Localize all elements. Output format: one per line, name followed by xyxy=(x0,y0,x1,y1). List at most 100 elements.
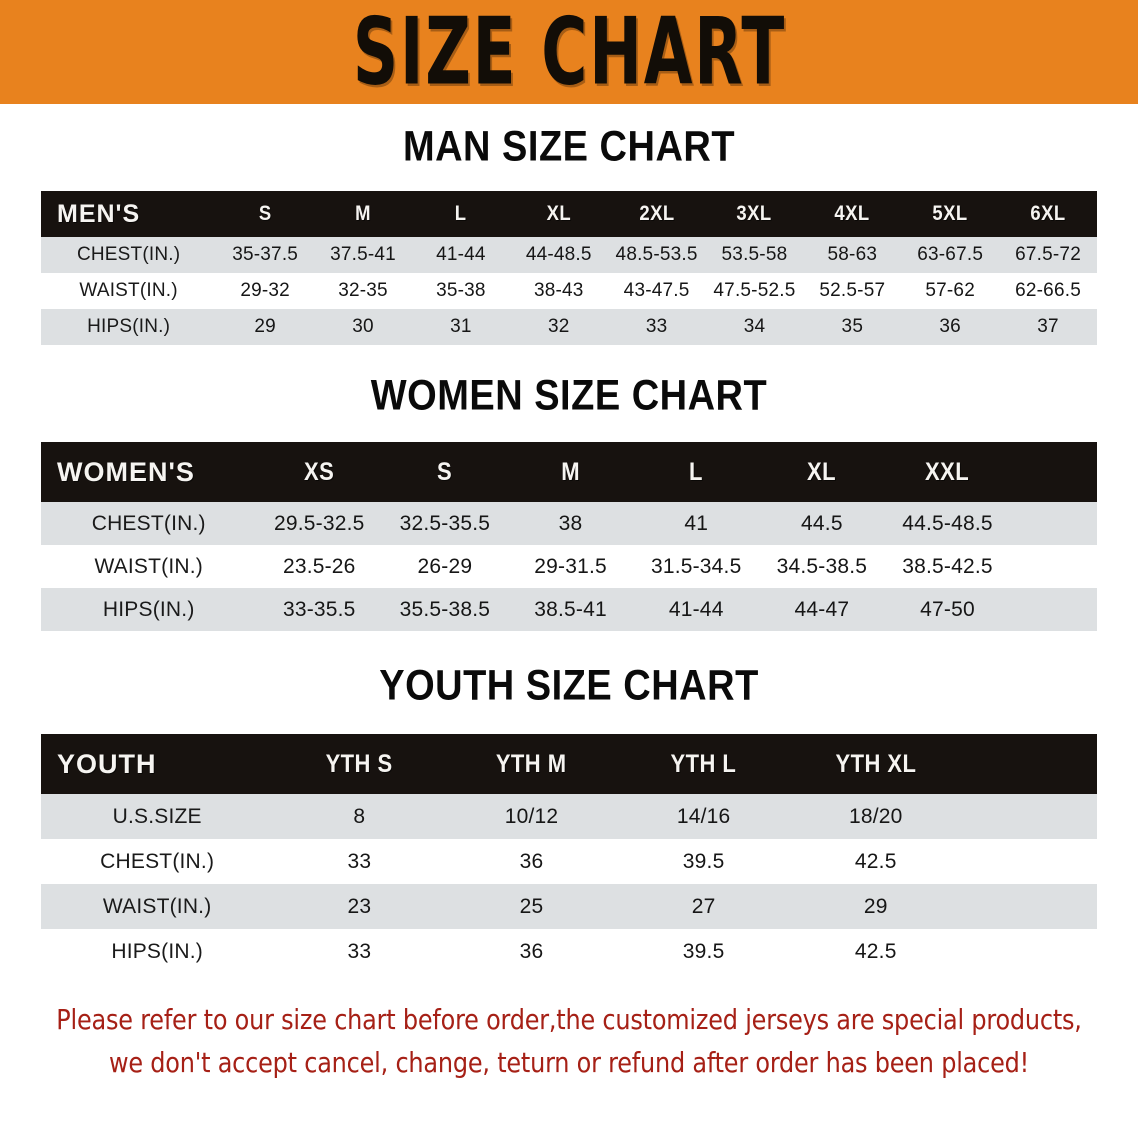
table-cell: 23.5-26 xyxy=(282,554,356,578)
column-header-label: XXL xyxy=(925,457,970,486)
column-header-2xl: 2XL xyxy=(608,191,706,237)
column-header-s: S xyxy=(216,191,314,237)
table-cell: 36 xyxy=(519,849,544,873)
column-header-yth-m: YTH M xyxy=(445,734,617,794)
table-cell: 35-38 xyxy=(436,280,486,301)
row-spacer xyxy=(962,839,1097,884)
men-corner-label: MEN'S xyxy=(57,199,141,228)
table-cell: 42.5 xyxy=(854,849,897,873)
table-cell: 32.5-35.5 xyxy=(399,511,491,535)
row-label-chest-in-: CHEST(IN.) xyxy=(76,244,181,265)
women-size-table: WOMEN'S XS S M L XL XXL CHEST(IN.) 29.5-32.5 32.… xyxy=(41,442,1097,631)
table-row: CHEST(IN.) 35-37.5 37.5-41 41-44 44-48.5 48.5… xyxy=(41,237,1097,273)
column-header-label: YTH XL xyxy=(835,749,917,778)
row-label-waist-in-: WAIST(IN.) xyxy=(102,894,212,918)
row-label-waist-in-: WAIST(IN.) xyxy=(94,554,203,578)
table-cell: 38.5-41 xyxy=(534,597,607,621)
table-row: WAIST(IN.) 23 25 27 29 xyxy=(41,884,1097,929)
note-line-2: we don't accept cancel, change, teturn o… xyxy=(108,1046,1030,1080)
table-cell: 44-47 xyxy=(794,597,850,621)
men-section-title: MAN SIZE CHART xyxy=(402,123,736,171)
row-label-chest-in-: CHEST(IN.) xyxy=(100,849,215,873)
table-cell: 63-67.5 xyxy=(917,244,984,265)
header-spacer xyxy=(1010,442,1097,502)
page-title: SIZE CHART xyxy=(352,0,786,104)
row-label-hips-in-: HIPS(IN.) xyxy=(102,597,195,621)
women-table-wrap: WOMEN'S XS S M L XL XXL CHEST(IN.) 29.5-32.5 32.… xyxy=(41,442,1097,631)
column-header-label: S xyxy=(437,457,453,486)
column-header-6xl: 6XL xyxy=(999,191,1097,237)
table-cell: 39.5 xyxy=(682,849,725,873)
table-cell: 47-50 xyxy=(920,597,975,621)
men-size-table: MEN'S S M L XL 2XL 3XL 4XL 5XL 6XL CHEST(IN.) 35-3… xyxy=(41,191,1097,345)
table-cell: 33-35.5 xyxy=(282,597,356,621)
table-cell: 43-47.5 xyxy=(623,280,690,301)
women-table-header: WOMEN'S XS S M L XL XXL xyxy=(41,442,1097,502)
table-row: CHEST(IN.) 29.5-32.5 32.5-35.5 38 41 44.5 44.5… xyxy=(41,502,1097,545)
table-cell: 33 xyxy=(645,316,668,337)
column-header-4xl: 4XL xyxy=(803,191,901,237)
row-label-hips-in-: HIPS(IN.) xyxy=(87,316,171,337)
table-row: HIPS(IN.) 29 30 31 32 33 34 35 36 37 xyxy=(41,309,1097,345)
row-label-waist-in-: WAIST(IN.) xyxy=(79,280,178,301)
column-header-yth-s: YTH S xyxy=(273,734,445,794)
table-cell: 48.5-53.5 xyxy=(615,244,698,265)
table-cell: 38 xyxy=(558,511,583,535)
column-header-label: 2XL xyxy=(638,202,675,225)
table-header-row: WOMEN'S XS S M L XL XXL xyxy=(41,442,1097,502)
column-header-label: YTH S xyxy=(325,749,393,778)
column-header-l: L xyxy=(412,191,510,237)
table-cell: 26-29 xyxy=(417,554,473,578)
table-cell: 33 xyxy=(347,849,372,873)
men-table-body: CHEST(IN.) 35-37.5 37.5-41 41-44 44-48.5 48.5… xyxy=(41,237,1097,345)
table-row: U.S.SIZE 8 10/12 14/16 18/20 xyxy=(41,794,1097,839)
table-cell: 10/12 xyxy=(504,804,559,828)
table-cell: 18/20 xyxy=(848,804,903,828)
table-cell: 67.5-72 xyxy=(1015,244,1081,265)
column-header-label: YTH L xyxy=(670,749,737,778)
row-label-u-s-size: U.S.SIZE xyxy=(112,804,202,828)
table-row: WAIST(IN.) 23.5-26 26-29 29-31.5 31.5-34.5 34… xyxy=(41,545,1097,588)
row-spacer xyxy=(1010,502,1097,545)
column-header-label: M xyxy=(355,202,371,225)
table-cell: 42.5 xyxy=(854,939,897,963)
column-header-label: XL xyxy=(546,202,571,225)
table-header-row: MEN'S S M L XL 2XL 3XL 4XL 5XL 6XL xyxy=(41,191,1097,237)
column-header-label: L xyxy=(689,457,704,486)
table-cell: 29 xyxy=(863,894,888,918)
table-cell: 34.5-38.5 xyxy=(776,554,868,578)
column-header-xl: XL xyxy=(510,191,608,237)
table-cell: 41 xyxy=(684,511,709,535)
table-cell: 41-44 xyxy=(436,244,486,265)
column-header-xs: XS xyxy=(256,442,382,502)
table-cell: 44-48.5 xyxy=(525,244,592,265)
youth-size-table: YOUTH YTH S YTH M YTH L YTH XL U.S.SIZE 8 10/1… xyxy=(41,734,1097,974)
table-cell: 58-63 xyxy=(827,244,878,265)
table-cell: 29.5-32.5 xyxy=(273,511,365,535)
column-header-label: 4XL xyxy=(834,202,870,225)
table-cell: 57-62 xyxy=(925,280,975,301)
row-spacer xyxy=(962,884,1097,929)
table-cell: 33 xyxy=(347,939,372,963)
table-cell: 29-31.5 xyxy=(534,554,607,578)
table-cell: 8 xyxy=(353,804,366,828)
column-header-label: XL xyxy=(807,457,837,486)
note-line-1: Please refer to our size chart before or… xyxy=(56,1003,1082,1036)
column-header-label: XS xyxy=(304,457,335,486)
table-cell: 31 xyxy=(450,316,472,337)
table-cell: 34 xyxy=(743,316,766,337)
table-cell: 62-66.5 xyxy=(1015,280,1081,301)
row-label-chest-in-: CHEST(IN.) xyxy=(91,511,206,535)
men-table-header: MEN'S S M L XL 2XL 3XL 4XL 5XL 6XL xyxy=(41,191,1097,237)
table-cell: 23 xyxy=(347,894,372,918)
youth-table-body: U.S.SIZE 8 10/12 14/16 18/20 CHEST(IN.) 33 36 39… xyxy=(41,794,1097,974)
women-corner-label: WOMEN'S xyxy=(57,456,195,487)
youth-section-title: YOUTH SIZE CHART xyxy=(379,662,759,710)
table-cell: 30 xyxy=(352,316,374,337)
youth-corner-label: YOUTH xyxy=(57,748,157,779)
column-header-3xl: 3XL xyxy=(706,191,804,237)
column-header-l: L xyxy=(633,442,759,502)
page-banner: SIZE CHART xyxy=(0,0,1138,104)
table-cell: 32-35 xyxy=(338,280,388,301)
